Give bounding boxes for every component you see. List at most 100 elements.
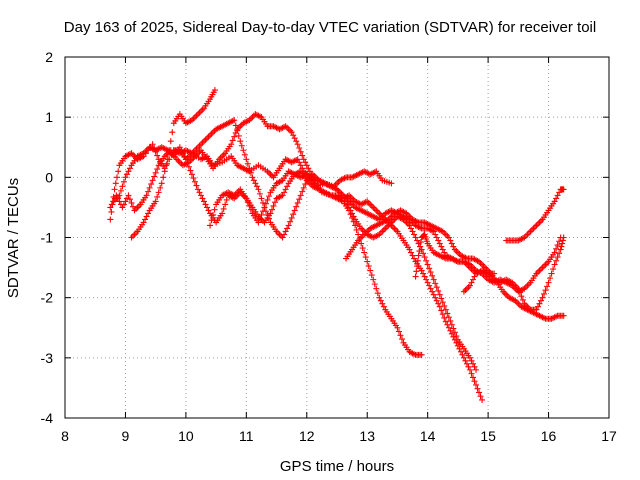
data-point (364, 228, 371, 235)
data-point (445, 324, 452, 331)
data-point (547, 275, 554, 282)
data-point (516, 289, 523, 296)
x-tick-label: 17 (601, 428, 617, 444)
data-point (418, 267, 425, 274)
data-point (533, 222, 540, 229)
data-point (371, 205, 378, 212)
data-point (232, 122, 239, 129)
data-point (382, 225, 389, 232)
data-point (113, 174, 120, 181)
data-point (541, 290, 548, 297)
data-point (347, 199, 354, 206)
data-point (194, 186, 201, 193)
data-point (412, 217, 419, 224)
data-point (503, 291, 510, 298)
data-point (205, 133, 212, 140)
data-point (296, 196, 303, 203)
data-point (108, 208, 115, 215)
data-point (244, 160, 251, 167)
data-point (394, 324, 401, 331)
data-point (122, 174, 129, 181)
data-point (460, 288, 467, 295)
data-point (344, 201, 351, 208)
data-point (134, 204, 141, 211)
data-point (199, 139, 206, 146)
y-axis-label: SDTVAR / TECUs (5, 178, 22, 298)
data-point (538, 297, 544, 304)
data-point (392, 226, 399, 233)
data-point (175, 157, 182, 164)
data-point (411, 255, 418, 262)
data-point (454, 249, 461, 256)
data-point (442, 231, 449, 238)
data-point (272, 199, 279, 206)
data-point (140, 219, 147, 226)
data-point (261, 204, 268, 211)
data-point (199, 195, 206, 202)
data-point (542, 287, 549, 294)
data-point (553, 245, 560, 252)
data-point (521, 300, 528, 307)
data-point (202, 201, 209, 208)
data-point (185, 163, 192, 170)
data-point (196, 109, 203, 116)
data-point (353, 226, 360, 233)
data-point (234, 127, 241, 134)
data-point (288, 214, 295, 221)
data-point (463, 360, 470, 367)
data-marks (107, 87, 567, 403)
data-point (343, 198, 350, 205)
data-point (273, 124, 280, 131)
data-point (282, 186, 289, 193)
data-point (423, 276, 430, 283)
data-point (296, 145, 303, 152)
data-point (340, 192, 347, 199)
data-point (373, 285, 380, 292)
data-point (297, 162, 304, 169)
data-point (184, 154, 191, 161)
data-point (311, 172, 318, 179)
data-point (204, 204, 211, 211)
data-point (388, 213, 395, 220)
data-point (352, 222, 359, 229)
data-point (556, 250, 563, 257)
data-point (110, 198, 117, 205)
data-point (152, 198, 159, 205)
data-point (266, 169, 272, 176)
data-point (454, 342, 461, 349)
data-point (539, 264, 546, 271)
data-point (370, 276, 377, 283)
data-point (136, 202, 143, 209)
data-point (208, 217, 215, 224)
data-point (560, 186, 567, 193)
data-point (368, 272, 375, 279)
data-point (448, 240, 455, 247)
data-point (432, 294, 439, 301)
data-point (196, 148, 203, 155)
data-point (287, 127, 294, 134)
data-point (465, 284, 472, 291)
data-point (210, 129, 217, 136)
data-point (460, 354, 467, 361)
data-point (294, 141, 301, 148)
data-point (418, 351, 425, 358)
y-tick-label: 1 (45, 109, 53, 125)
data-point (306, 168, 313, 175)
data-point (185, 118, 192, 125)
data-point (112, 180, 119, 187)
data-point (439, 299, 446, 306)
data-point (423, 257, 430, 264)
data-point (114, 193, 121, 200)
data-point (244, 199, 251, 206)
data-point (120, 178, 127, 185)
data-point (494, 278, 501, 285)
data-point (191, 114, 198, 121)
data-point (380, 226, 387, 233)
data-point (142, 216, 149, 223)
data-point (447, 237, 454, 244)
data-point (525, 281, 532, 288)
data-point (154, 166, 161, 173)
data-point (255, 112, 262, 119)
data-point (115, 168, 122, 175)
data-point (466, 366, 473, 373)
